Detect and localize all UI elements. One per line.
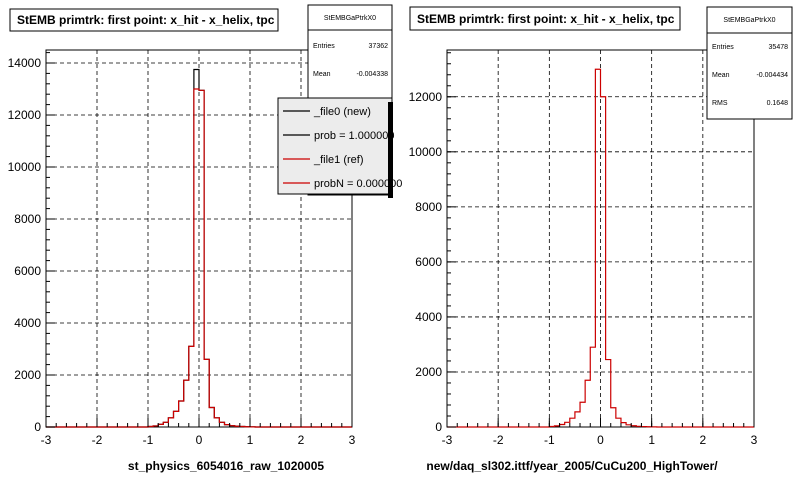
y-tick-label: 6000 (14, 264, 41, 278)
histogram-bin (163, 422, 168, 427)
histogram-bin (611, 408, 616, 427)
stats-value: 0.1648 (767, 100, 789, 107)
y-tick-label: 0 (34, 420, 41, 434)
histogram-bin (575, 412, 580, 427)
legend-label: _file0 (new) (313, 106, 371, 118)
histogram-bin (595, 69, 600, 427)
left-histogram-pad: StEMB primtrk: first point: x_hit - x_he… (8, 5, 403, 473)
y-tick-label: 6000 (415, 255, 442, 269)
stats-header: StEMBGaPtrkX0 (723, 17, 775, 24)
x-tick-label: -1 (143, 433, 154, 447)
histogram-bin (163, 422, 168, 427)
legend-label: prob = 1.000000 (314, 130, 394, 142)
x-tick-label: 2 (298, 433, 305, 447)
y-tick-label: 4000 (14, 316, 41, 330)
histogram-bin (194, 70, 199, 428)
x-tick-label: -3 (41, 433, 52, 447)
histogram-bin (199, 90, 204, 427)
histogram-bin (204, 359, 209, 427)
histogram-bin (219, 422, 224, 427)
histogram-bin (199, 90, 204, 427)
x-tick-label: -3 (442, 433, 453, 447)
x-tick-label: 0 (597, 433, 604, 447)
histogram-bin (174, 411, 179, 427)
histogram-bin (189, 346, 194, 427)
y-tick-label: 12000 (8, 108, 42, 122)
histogram-bin (621, 423, 626, 427)
stats-header: StEMBGaPtrkX0 (324, 15, 376, 22)
histogram-bin (209, 408, 214, 428)
histogram-bin (214, 418, 219, 427)
stats-value: -0.004434 (756, 72, 788, 79)
stats-label: Mean (712, 72, 730, 79)
y-tick-label: 0 (435, 420, 442, 434)
histogram-bin (184, 380, 189, 427)
y-tick-label: 2000 (14, 368, 41, 382)
y-tick-label: 10000 (8, 160, 42, 174)
histogram-bin (184, 380, 189, 427)
stats-label: Entries (313, 43, 335, 50)
stats-value: -0.004338 (356, 71, 388, 78)
y-tick-label: 4000 (415, 310, 442, 324)
left-legend: _file0 (new) prob = 1.000000 _file1 (ref) p… (278, 98, 402, 198)
stats-label: RMS (712, 100, 728, 107)
x-tick-label: 3 (751, 433, 758, 447)
legend-label: probN = 0.000000 (314, 178, 402, 190)
histogram-bin (219, 422, 224, 427)
histogram-bin (565, 422, 570, 427)
x-tick-label: 3 (349, 433, 356, 447)
x-tick-label: 1 (247, 433, 254, 447)
x-tick-label: -2 (493, 433, 504, 447)
right-title: StEMB primtrk: first point: x_hit - x_he… (417, 12, 675, 26)
y-tick-label: 10000 (409, 145, 443, 159)
left-title: StEMB primtrk: first point: x_hit - x_he… (17, 13, 275, 27)
right-stats-box: StEMBGaPtrkX0 Entries 35478 Mean -0.004434 RM… (707, 7, 792, 119)
y-tick-label: 12000 (409, 90, 443, 104)
histogram-bin (606, 360, 611, 427)
histogram-bin (168, 418, 173, 427)
histogram-bin (204, 359, 209, 427)
histogram-bin (585, 380, 590, 427)
y-tick-label: 2000 (415, 365, 442, 379)
histogram-bin (168, 418, 173, 427)
x-tick-label: -2 (92, 433, 103, 447)
y-tick-label: 8000 (14, 212, 41, 226)
histogram-bin (590, 347, 595, 427)
histogram-bin (179, 401, 184, 427)
right-histogram-pad: StEMB primtrk: first point: x_hit - x_he… (409, 7, 792, 473)
stats-value: 35478 (769, 44, 789, 51)
legend-label: _file1 (ref) (313, 154, 364, 166)
histogram-bin (616, 418, 621, 427)
y-tick-label: 8000 (415, 200, 442, 214)
stats-label: Mean (313, 71, 331, 78)
histogram-bin (194, 89, 199, 427)
histogram-bin (570, 418, 575, 427)
stats-label: Entries (712, 44, 734, 51)
x-tick-label: -1 (544, 433, 555, 447)
stats-value: 37362 (369, 43, 389, 50)
histogram-bin (209, 408, 214, 428)
x-tick-label: 2 (699, 433, 706, 447)
left-x-axis-label: st_physics_6054016_raw_1020005 (128, 459, 324, 473)
histogram-bin (179, 401, 184, 427)
histogram-bin (189, 346, 194, 427)
x-tick-label: 1 (648, 433, 655, 447)
y-tick-label: 14000 (8, 56, 42, 70)
x-tick-label: 0 (196, 433, 203, 447)
histogram-bin (580, 402, 585, 427)
histogram-bin (174, 411, 179, 427)
histogram-bin (214, 418, 219, 427)
right-axis-ticks: -3 -2 -1 0 1 2 3 0 2000 4000 6000 8000 10000 12000 (409, 53, 758, 447)
right-x-axis-label: new/daq_sl302.ittf/year_2005/CuCu200_Hig… (426, 459, 718, 473)
